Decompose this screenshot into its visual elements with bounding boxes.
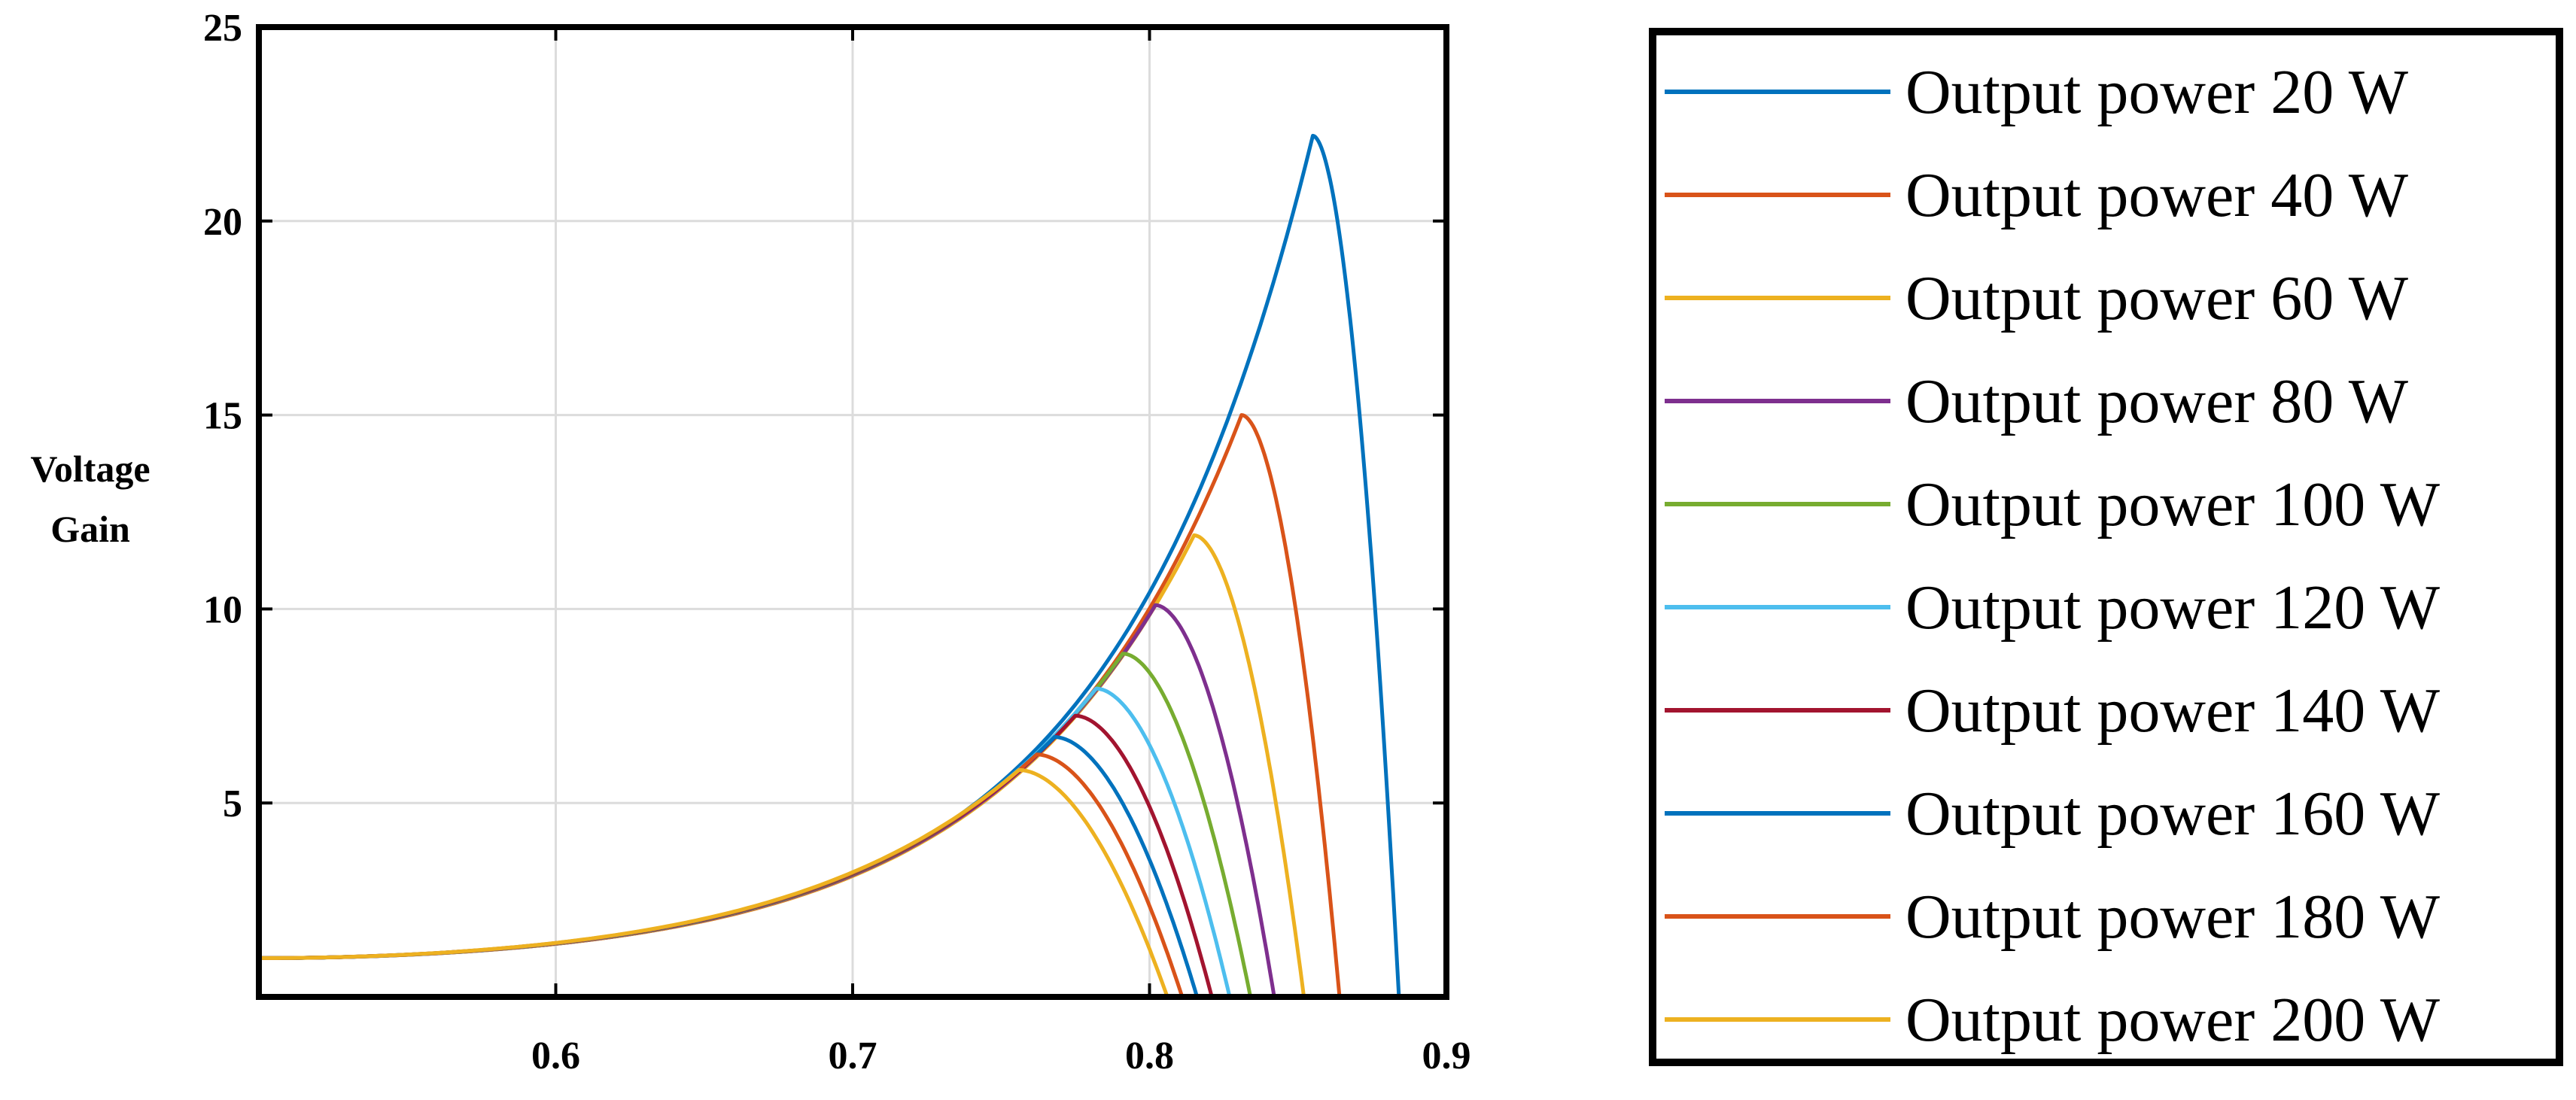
legend-label-1: Output power 40 W <box>1905 160 2409 230</box>
x-tick-labels: 0.6 0.7 0.8 0.9 <box>531 27 1471 1077</box>
y-axis-label-line-2: Gain <box>50 508 130 550</box>
legend-label-5: Output power 120 W <box>1905 573 2441 643</box>
y-tick-label-1: 10 <box>203 588 242 631</box>
legend: Output power 20 W Output power 40 W Output… <box>1649 28 2563 1066</box>
legend-label-0: Output power 20 W <box>1905 57 2409 127</box>
legend-label-3: Output power 80 W <box>1905 366 2409 436</box>
legend-label-9: Output power 200 W <box>1905 985 2441 1055</box>
series-line-9 <box>259 767 1169 998</box>
y-tick-label-0: 5 <box>223 782 242 825</box>
y-tick-label-4: 25 <box>203 7 242 50</box>
y-tick-label-3: 20 <box>203 201 242 244</box>
legend-label-4: Output power 100 W <box>1905 469 2441 539</box>
x-tick-label-2: 0.8 <box>1125 1035 1174 1077</box>
y-axis-label-line-1: Voltage <box>30 448 150 490</box>
legend-label-7: Output power 160 W <box>1905 779 2441 849</box>
legend-items: Output power 20 W Output power 40 W Output… <box>1665 57 2441 1055</box>
legend-box <box>1649 28 2563 1066</box>
series-lines <box>259 133 1401 998</box>
x-tick-label-1: 0.7 <box>829 1035 877 1077</box>
x-tick-label-3: 0.9 <box>1422 1035 1471 1077</box>
legend-label-2: Output power 60 W <box>1905 263 2409 333</box>
x-tick-label-0: 0.6 <box>531 1035 580 1077</box>
grid-lines <box>259 27 1446 997</box>
y-tick-labels: 5 10 15 20 25 <box>203 7 1446 825</box>
y-tick-label-2: 15 <box>203 395 242 438</box>
legend-label-6: Output power 140 W <box>1905 676 2441 746</box>
legend-label-8: Output power 180 W <box>1905 882 2441 952</box>
